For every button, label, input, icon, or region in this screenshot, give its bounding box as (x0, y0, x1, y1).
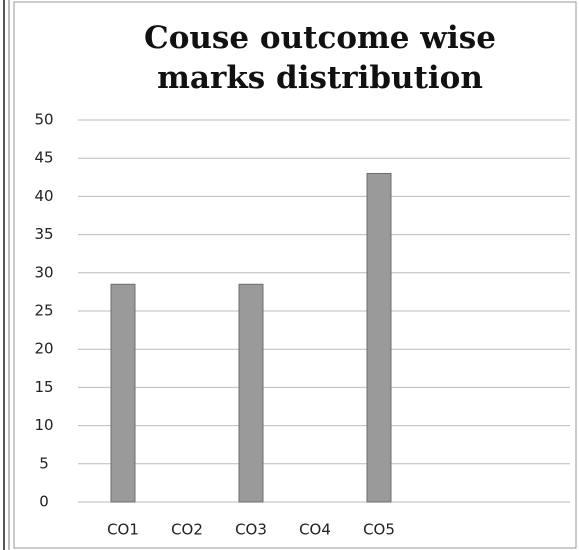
y-tick-label: 30 (34, 263, 53, 281)
x-tick-label: CO4 (299, 521, 331, 539)
y-tick-label: 20 (34, 340, 53, 358)
y-tick-label: 0 (39, 493, 49, 511)
y-tick-label: 35 (34, 225, 53, 243)
x-tick-label: CO1 (107, 521, 139, 539)
x-tick-label: CO2 (171, 521, 203, 539)
bar (110, 283, 136, 503)
y-tick-label: 25 (34, 302, 53, 320)
y-tick-label: 5 (39, 454, 49, 472)
y-tick-label: 45 (34, 149, 53, 167)
y-tick-label: 10 (34, 416, 53, 434)
y-tick-label: 15 (34, 378, 53, 396)
y-tick-label: 50 (34, 111, 53, 129)
x-tick-label: CO5 (363, 521, 395, 539)
x-tick-label: CO3 (235, 521, 267, 539)
chart-border (13, 1, 577, 549)
chart-title: Couse outcome wise marks distribution (144, 20, 496, 96)
y-tick-label: 40 (34, 187, 53, 205)
bar (238, 283, 264, 503)
bar (366, 172, 392, 503)
